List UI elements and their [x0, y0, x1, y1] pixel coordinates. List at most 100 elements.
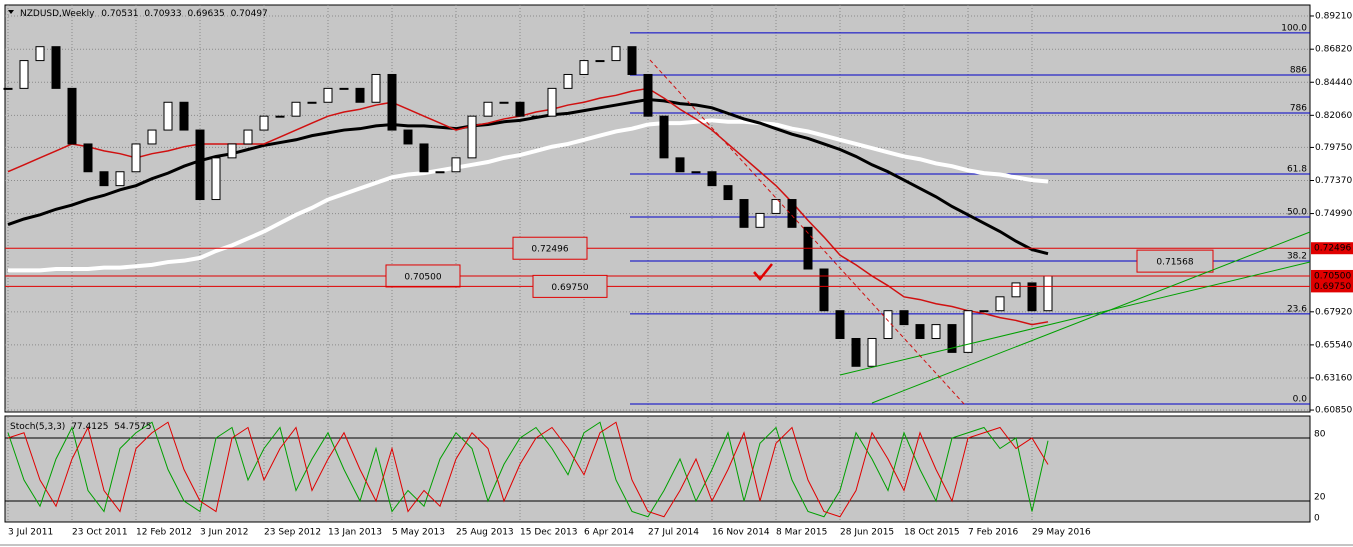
candle: [899, 310, 909, 326]
candle: [499, 101, 509, 104]
candle: [3, 87, 13, 90]
stoch-d: 54.7575: [114, 422, 151, 432]
plot-layer: 3 Jul 2011 23 Oct 2011 12 Feb 2012 3 Jun 20…: [3, 5, 1353, 538]
candle: [243, 129, 253, 145]
y-tick-label: 0.77370: [1315, 176, 1352, 186]
y-tick-label: 0.79750: [1315, 143, 1352, 153]
candle: [915, 324, 925, 339]
candle: [819, 268, 829, 312]
dashed-line: [649, 59, 966, 406]
axis-level-label: 0.72496: [1314, 244, 1351, 254]
fib-label: 23.6: [1287, 304, 1307, 314]
candle: [1011, 282, 1021, 298]
candle: [19, 60, 29, 89]
candle: [867, 337, 877, 367]
candle: [595, 60, 605, 63]
candle: [211, 157, 221, 201]
candle: [179, 101, 189, 131]
candle: [531, 115, 541, 118]
axis-level-label: 0.70500: [1314, 271, 1351, 281]
y-tick-label: 0.82060: [1315, 111, 1352, 121]
candle: [483, 101, 493, 117]
candle: [387, 73, 397, 131]
stoch-header: Stoch(5,3,3) 77.4125 54.7575: [10, 422, 152, 432]
high: 0.70933: [144, 9, 181, 19]
candle: [147, 129, 157, 145]
x-tick-label: 3 Jun 2012: [200, 528, 248, 538]
candle: [883, 310, 893, 339]
candle: [963, 310, 973, 353]
y-tick-label: 0.74990: [1315, 209, 1352, 219]
y-tick-label: 0.84440: [1315, 78, 1352, 88]
x-tick-label: 23 Oct 2011: [72, 528, 128, 538]
candle: [931, 324, 941, 339]
menu-arrow: [8, 10, 14, 14]
candle: [691, 171, 701, 174]
x-tick-label: 13 Jan 2013: [328, 528, 382, 538]
fib-label: 50.0: [1287, 208, 1307, 218]
x-tick-label: 6 Apr 2014: [584, 528, 634, 538]
moving-average: [7, 97, 1049, 256]
candle: [739, 199, 749, 228]
candle: [659, 115, 669, 159]
candle: [35, 46, 45, 62]
candle: [627, 46, 637, 75]
level-box-label: 0.69750: [551, 283, 588, 293]
fib-label: 0.0: [1293, 394, 1308, 404]
y-tick-label: 0.65540: [1315, 340, 1352, 350]
candle: [163, 101, 173, 131]
checkmark: [753, 263, 773, 281]
level-box-label: 0.70500: [404, 272, 441, 282]
level-box-label: 0.72496: [531, 245, 568, 255]
stoch-tick-label: 80: [1314, 430, 1326, 440]
candle: [1043, 275, 1053, 312]
candle: [835, 310, 845, 339]
candle: [227, 143, 237, 159]
x-tick-label: 3 Jul 2011: [8, 528, 53, 538]
candle: [643, 73, 653, 117]
stoch-tick-label: 0: [1314, 514, 1320, 524]
candle: [275, 115, 285, 118]
x-tick-label: 15 Dec 2013: [520, 528, 578, 538]
close: 0.70497: [231, 9, 268, 19]
level-box: [512, 236, 588, 260]
candle: [787, 199, 797, 228]
candle: [451, 157, 461, 173]
trendline: [871, 231, 1311, 404]
annotation-box: [1136, 249, 1214, 273]
candle: [339, 87, 349, 90]
stoch-k: 77.4125: [71, 422, 108, 432]
stoch-line: [7, 421, 1049, 518]
candle: [979, 310, 989, 313]
x-tick-label: 23 Sep 2012: [264, 528, 321, 538]
candle: [547, 87, 557, 117]
fib-label: 886: [1290, 66, 1307, 76]
axis-level-box: [1311, 280, 1353, 293]
axis-level-label: 0.69750: [1314, 282, 1351, 292]
candle: [67, 87, 77, 145]
stoch-line: [7, 421, 1049, 518]
x-tick-label: 12 Feb 2012: [136, 528, 192, 538]
candle: [419, 143, 429, 173]
level-box: [385, 264, 461, 288]
candle: [291, 101, 301, 117]
stoch-tick-label: 20: [1314, 493, 1326, 503]
candle: [1027, 282, 1037, 312]
axis-level-box: [1311, 269, 1353, 282]
candle: [467, 115, 477, 159]
x-tick-label: 25 Aug 2013: [456, 528, 514, 538]
y-tick-label: 0.67920: [1315, 307, 1352, 317]
candle: [99, 171, 109, 187]
fib-label: 61.8: [1287, 164, 1307, 174]
candle: [947, 324, 957, 353]
candle: [723, 185, 733, 201]
moving-average: [7, 87, 1049, 326]
stoch-title: Stoch(5,3,3): [10, 422, 65, 432]
x-tick-label: 28 Jun 2015: [840, 528, 894, 538]
main-panel: [4, 4, 1311, 413]
axis-level-box: [1311, 242, 1353, 255]
candle: [563, 73, 573, 89]
x-tick-label: 27 Jul 2014: [648, 528, 699, 538]
candle: [51, 46, 61, 89]
x-tick-label: 7 Feb 2016: [968, 528, 1019, 538]
